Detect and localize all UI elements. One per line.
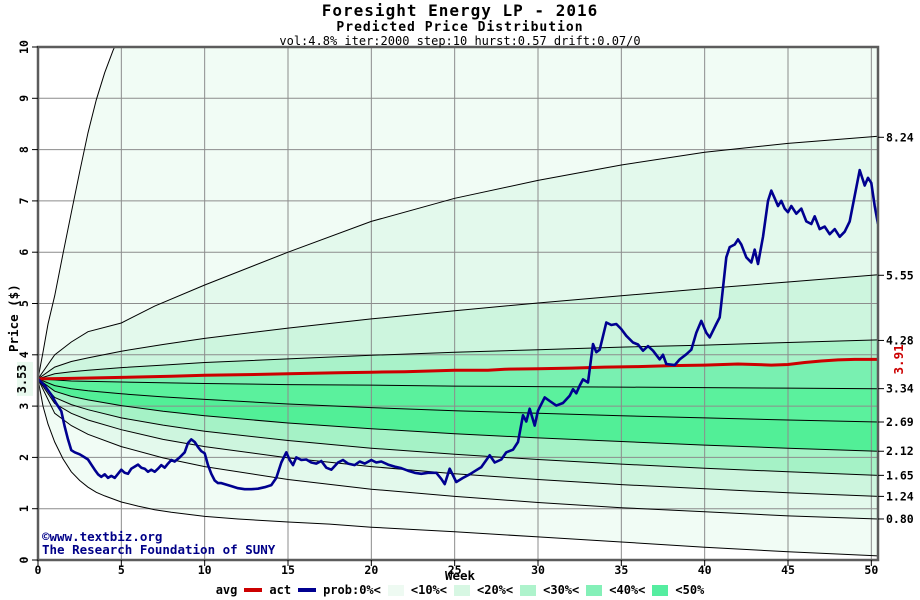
- x-tick-label-10: 10: [198, 563, 212, 577]
- legend-band-swatch-2: [520, 584, 537, 596]
- legend-band-swatch-0: [387, 584, 404, 596]
- quantile-line-q_5.55: [38, 274, 878, 380]
- y-tick-label-10: 10: [17, 40, 31, 54]
- legend-band-label-0: <10%<: [410, 583, 447, 597]
- probability-band-0: [38, 47, 878, 379]
- x-tick-label-0: 0: [35, 563, 42, 577]
- probability-band-10: [38, 378, 878, 556]
- y-tick-label-3: 3: [17, 403, 31, 410]
- quantile-line-q_2.12: [38, 378, 878, 452]
- right-axis-label-5.55: 5.55: [886, 268, 914, 282]
- fan-upper-envelope: [38, 47, 116, 379]
- x-tick-label-45: 45: [781, 563, 795, 577]
- fan-lower-envelope: [38, 378, 878, 557]
- legend-band-swatch-4: [652, 584, 669, 596]
- right-axis-label-3.34: 3.34: [886, 382, 914, 396]
- watermark-org: The Research Foundation of SUNY: [42, 542, 276, 557]
- legend-act-swatch: [298, 588, 317, 592]
- quantile-line-q_1.65: [38, 378, 878, 476]
- right-axis-label-0.80: 0.80: [886, 512, 914, 526]
- quantile-line-q_2.69: [38, 378, 878, 423]
- watermark-link[interactable]: ©www.textbiz.org: [42, 529, 163, 544]
- legend-avg-swatch: [244, 588, 263, 592]
- x-tick-label-15: 15: [281, 563, 295, 577]
- avg-price-line: [38, 357, 878, 381]
- legend: avg act prob:0%< <10%< <20%< <30%< <40%< <50%: [0, 583, 920, 597]
- y-tick-label-1: 1: [17, 505, 31, 512]
- x-tick-label-30: 30: [531, 563, 545, 577]
- legend-band-label-4: <50%: [675, 583, 705, 597]
- chart-subtitle: Predicted Price Distribution: [336, 20, 584, 35]
- y-axis-title: Price ($): [6, 284, 21, 352]
- probability-band-3: [38, 339, 878, 379]
- quantile-line-q_3.34: [38, 378, 878, 390]
- legend-band-label-2: <30%<: [543, 583, 580, 597]
- y-tick-label-8: 8: [17, 146, 31, 153]
- probability-band-6: [38, 378, 878, 452]
- mean-end-label: 3.91: [891, 344, 906, 374]
- start-price-label: 3.53: [15, 364, 29, 393]
- legend-act-label: act: [269, 583, 292, 597]
- right-axis-label-1.24: 1.24: [886, 489, 914, 503]
- legend-band-swatch-1: [454, 584, 470, 596]
- x-tick-label-20: 20: [364, 563, 378, 577]
- x-tick-label-35: 35: [614, 563, 628, 577]
- legend-prob-label: prob:0%<: [323, 583, 381, 597]
- x-tick-label-50: 50: [864, 563, 878, 577]
- x-tick-label-40: 40: [698, 563, 712, 577]
- quantile-line-q_0.80: [38, 378, 878, 520]
- y-tick-label-6: 6: [17, 249, 31, 256]
- y-tick-label-7: 7: [17, 197, 31, 204]
- legend-band-label-3: <40%<: [609, 583, 646, 597]
- y-tick-label-0: 0: [17, 556, 31, 563]
- probability-band-7: [38, 378, 878, 476]
- y-tick-label-5: 5: [17, 300, 31, 307]
- probability-band-2: [38, 274, 878, 379]
- legend-avg-label: avg: [215, 583, 238, 597]
- y-tick-label-2: 2: [17, 454, 31, 461]
- quantile-line-q_8.24: [38, 135, 878, 380]
- right-axis-label-1.65: 1.65: [886, 468, 914, 482]
- actual-price-line: [38, 168, 878, 491]
- x-tick-label-5: 5: [118, 563, 125, 577]
- start-price-label-bg: [17, 361, 33, 396]
- y-tick-label-9: 9: [17, 95, 31, 102]
- x-tick-label-25: 25: [448, 563, 462, 577]
- probability-band-9: [38, 378, 878, 519]
- x-axis-title: Week: [444, 568, 476, 583]
- simulation-parameters: vol:4.8% iter:2000 step:10 hurst:0.57 dr…: [279, 34, 641, 48]
- right-axis-label-2.12: 2.12: [886, 444, 914, 458]
- probability-band-5: [38, 378, 878, 422]
- right-axis-label-4.28: 4.28: [886, 333, 914, 347]
- probability-band-1: [38, 136, 878, 379]
- legend-band-swatch-3: [586, 584, 603, 596]
- chart-title: Foresight Energy LP - 2016: [321, 1, 599, 20]
- legend-band-label-1: <20%<: [477, 583, 514, 597]
- probability-band-8: [38, 378, 878, 497]
- quantile-line-q_4.28: [38, 339, 878, 380]
- right-axis-label-2.69: 2.69: [886, 415, 914, 429]
- plot-area: [38, 47, 878, 560]
- y-tick-label-4: 4: [17, 351, 31, 358]
- right-axis-label-8.24: 8.24: [886, 130, 914, 144]
